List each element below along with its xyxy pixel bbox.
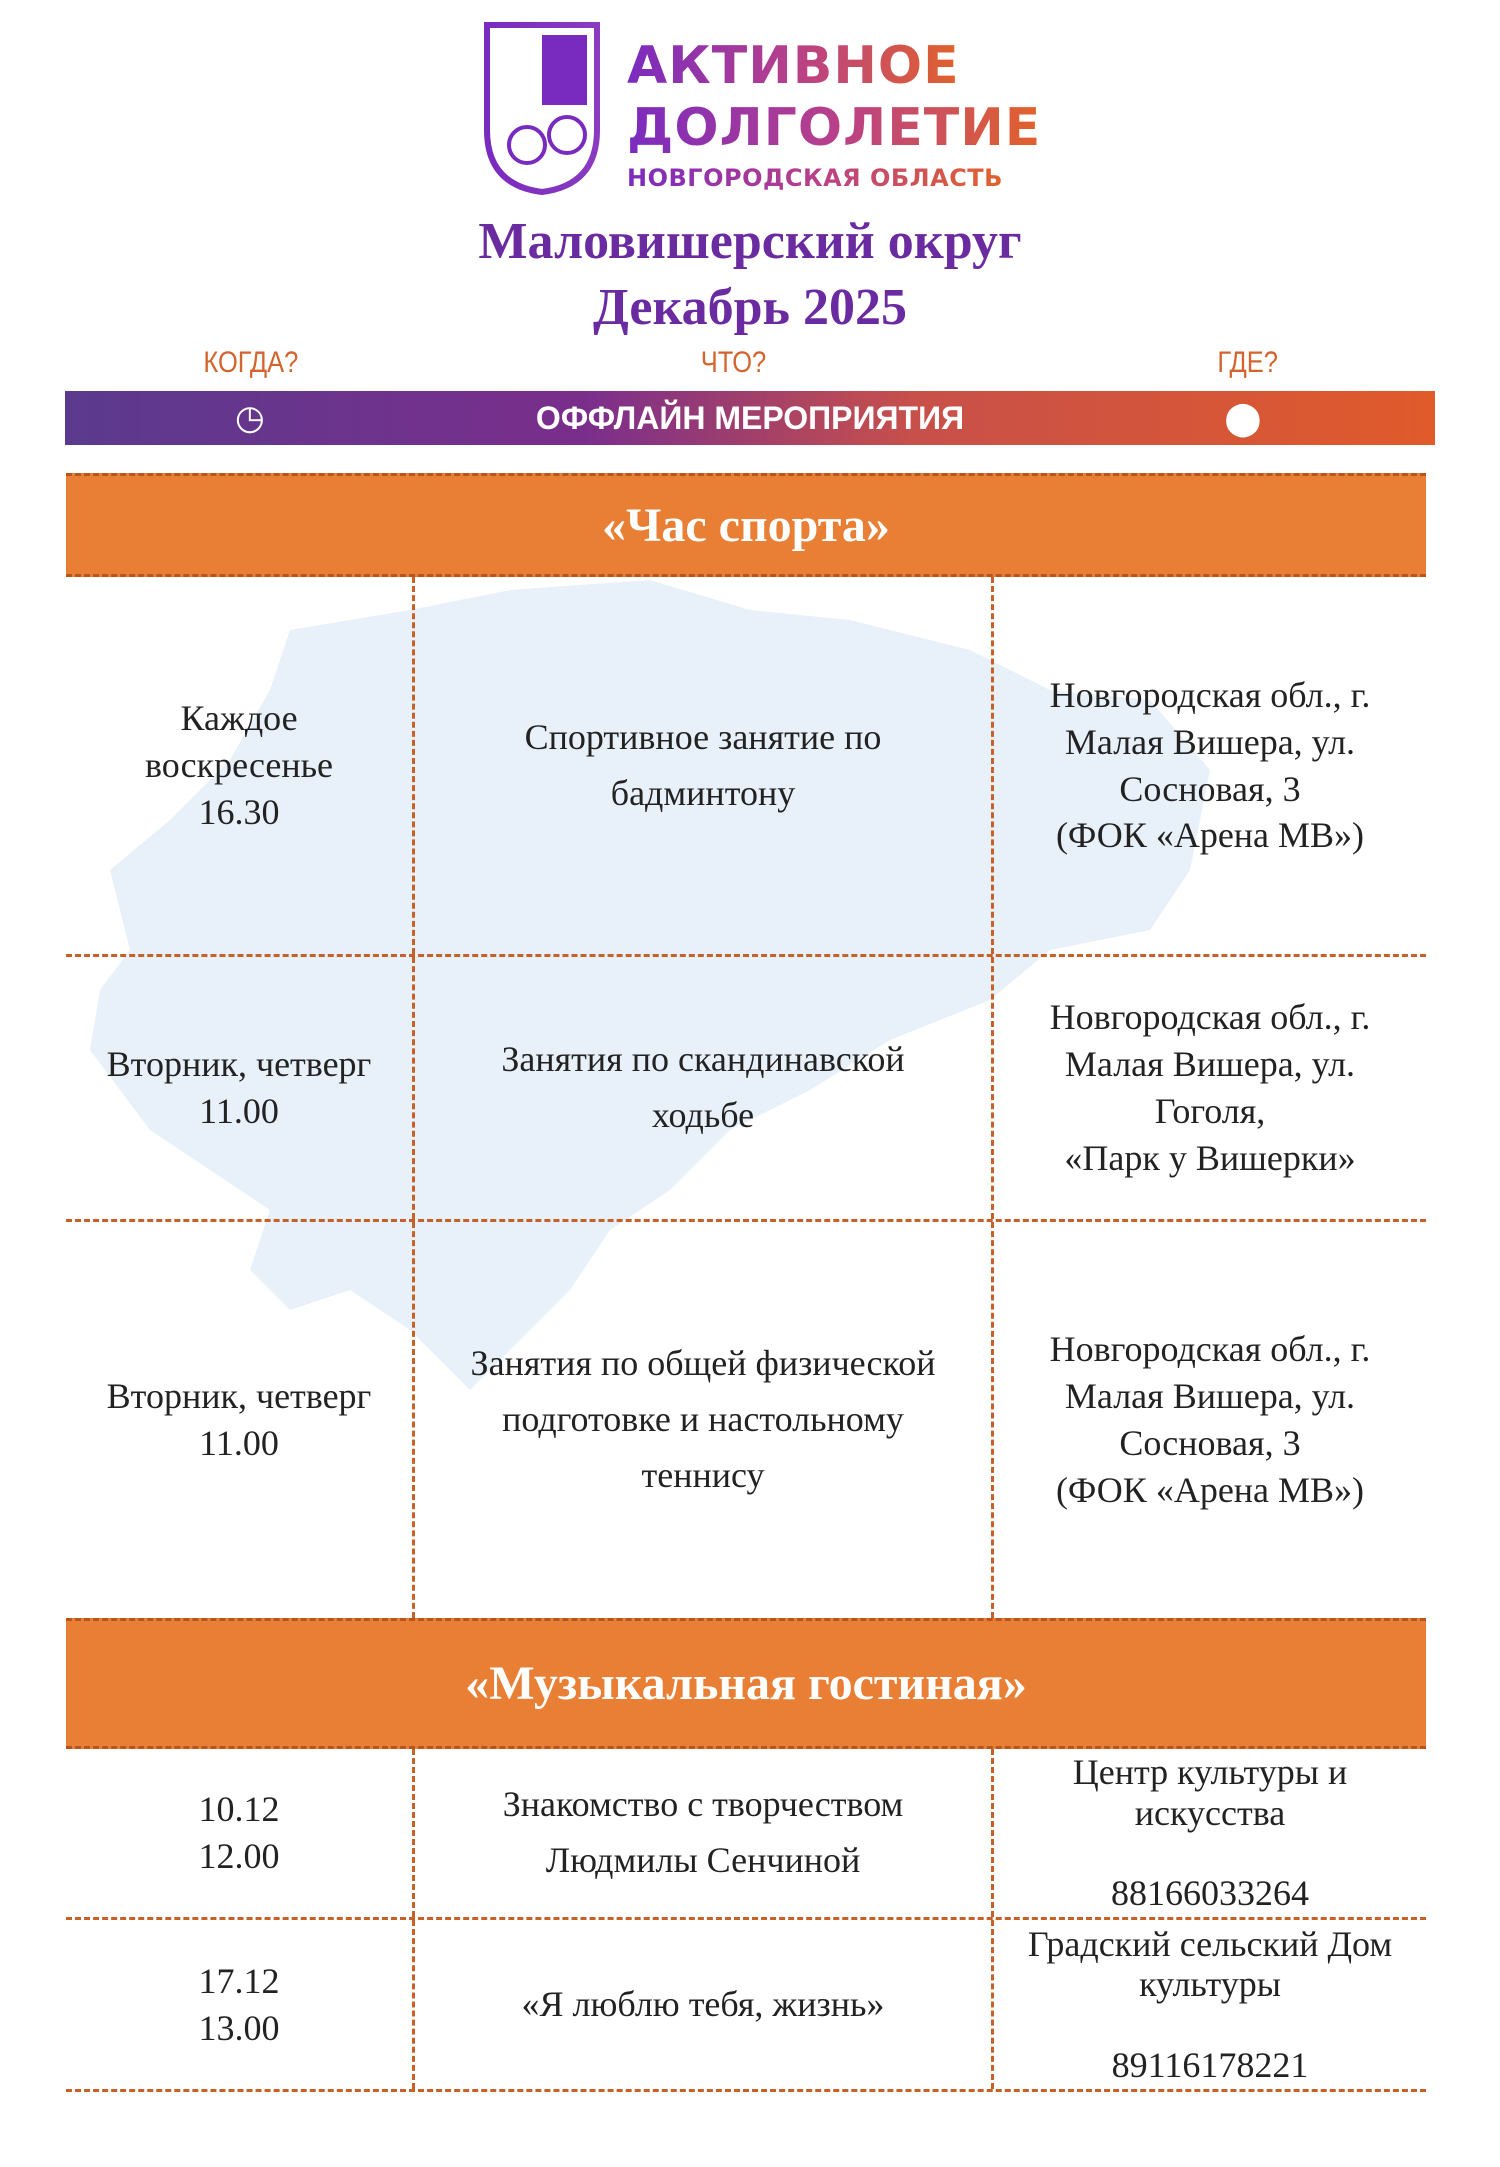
district-title: Маловишерский округ — [478, 213, 1022, 270]
when-cell: Вторник, четверг 11.00 — [66, 1222, 415, 1618]
logo-line-3: НОВГОРОДСКАЯ ОБЛАСТЬ — [627, 164, 1003, 192]
clock-icon: ◷ — [235, 399, 265, 437]
what-label: ЧТО? — [700, 346, 767, 379]
section-header: «Музыкальная гостиная» — [66, 1618, 1426, 1749]
month-title: Декабрь 2025 — [592, 279, 908, 336]
what-cell: Занятия по общей физической подготовке и… — [415, 1222, 994, 1618]
table-row: 10.12 12.00 Знакомство с творчеством Люд… — [66, 1749, 1426, 1920]
logo: АКТИВНОЕ ДОЛГОЛЕТИЕ НОВГОРОДСКАЯ ОБЛАСТЬ — [477, 20, 1040, 200]
where-cell: Новгородская обл., г. Малая Вишера, ул. … — [1049, 997, 1371, 1178]
table-row: Каждое воскресенье 16.30 Спортивное заня… — [66, 577, 1426, 957]
what-cell: Спортивное занятие по бадминтону — [415, 577, 994, 954]
region-map-background — [90, 580, 1210, 1390]
where-cell: Центр культуры и искусства 88166033264 — [1072, 1752, 1348, 1914]
where-cell: Новгородская обл., г. Малая Вишера, ул. … — [1049, 1329, 1371, 1510]
when-cell: 17.12 13.00 — [66, 1920, 415, 2089]
what-cell: «Я люблю тебя, жизнь» — [415, 1920, 994, 2089]
table-row: Вторник, четверг 11.00 Занятия по общей … — [66, 1222, 1426, 1618]
banner-label: ОФФЛАЙН МЕРОПРИЯТИЯ — [535, 400, 965, 436]
when-cell: Каждое воскресенье 16.30 — [66, 577, 415, 954]
logo-line-2: ДОЛГОЛЕТИЕ — [627, 98, 1042, 158]
logo-emblem-icon — [484, 22, 600, 195]
where-cell: Градский сельский Дом культуры 891161782… — [1027, 1923, 1393, 2085]
offline-events-banner: ◷ ОФФЛАЙН МЕРОПРИЯТИЯ ⬤ — [65, 391, 1435, 445]
when-cell: 10.12 12.00 — [66, 1749, 415, 1917]
where-cell: Новгородская обл., г. Малая Вишера, ул. … — [1049, 674, 1371, 856]
table-row: 17.12 13.00 «Я люблю тебя, жизнь» Градск… — [66, 1920, 1426, 2092]
where-label: ГДЕ? — [1217, 346, 1278, 379]
when-cell: Вторник, четверг 11.00 — [66, 957, 415, 1219]
location-pin-icon: ⬤ — [1225, 400, 1261, 436]
table-row: Вторник, четверг 11.00 Занятия по сканди… — [66, 957, 1426, 1222]
section-header: «Час спорта» — [66, 473, 1426, 577]
what-cell: Знакомство с творчеством Людмилы Сенчино… — [415, 1749, 994, 1917]
what-cell: Занятия по скандинавской ходьбе — [415, 957, 994, 1219]
logo-line-1: АКТИВНОЕ — [627, 36, 960, 96]
when-label: КОГДА? — [203, 346, 299, 379]
